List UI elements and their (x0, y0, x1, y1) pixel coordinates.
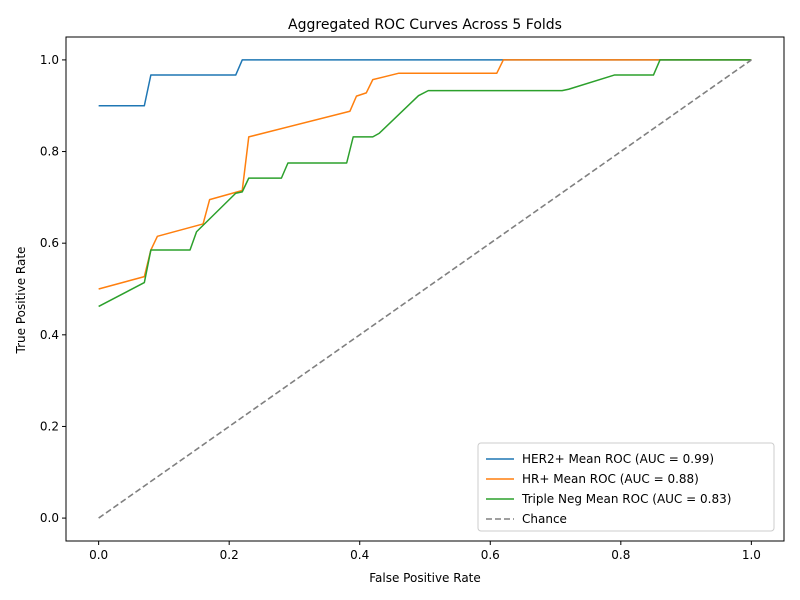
series-line-chance (98, 59, 752, 519)
legend-entry: HER2+ Mean ROC (AUC = 0.99) (522, 452, 714, 466)
y-tick-label: 0.2 (40, 419, 59, 433)
x-tick-label: 0.0 (89, 548, 108, 562)
series-line-hr-mean-roc-auc-0-88 (98, 59, 752, 290)
x-tick-label: 0.6 (481, 548, 500, 562)
y-tick-label: 0.0 (40, 511, 59, 525)
y-tick-label: 0.4 (40, 328, 59, 342)
y-tick-label: 1.0 (40, 53, 59, 67)
x-tick-label: 0.4 (350, 548, 369, 562)
legend: HER2+ Mean ROC (AUC = 0.99) HR+ Mean ROC … (477, 442, 775, 532)
legend-box (477, 442, 775, 532)
y-tick-label: 0.8 (40, 145, 59, 159)
y-axis-label: True Positive Rate (14, 247, 28, 355)
x-tick-label: 0.8 (611, 548, 630, 562)
series-line-her2-mean-roc-auc-0-99 (98, 59, 752, 107)
x-axis-label: False Positive Rate (369, 571, 481, 585)
y-tick-label: 0.6 (40, 236, 59, 250)
x-tick-label: 1.0 (742, 548, 761, 562)
plot-frame (65, 36, 785, 542)
chart-title: Aggregated ROC Curves Across 5 Folds (288, 17, 562, 33)
legend-entry: Triple Neg Mean ROC (AUC = 0.83) (521, 492, 731, 506)
legend-entry: HR+ Mean ROC (AUC = 0.88) (522, 472, 699, 486)
x-tick-label: 0.2 (220, 548, 239, 562)
legend-entry: Chance (522, 512, 567, 526)
series-layer (98, 59, 752, 519)
series-line-triple-neg-mean-roc-auc-0-83 (98, 59, 752, 308)
axis-ticks: 0.0 0.2 0.4 0.6 0.8 1.0 0.0 0.2 0.4 0.6 0.8 1.0 (40, 53, 761, 562)
